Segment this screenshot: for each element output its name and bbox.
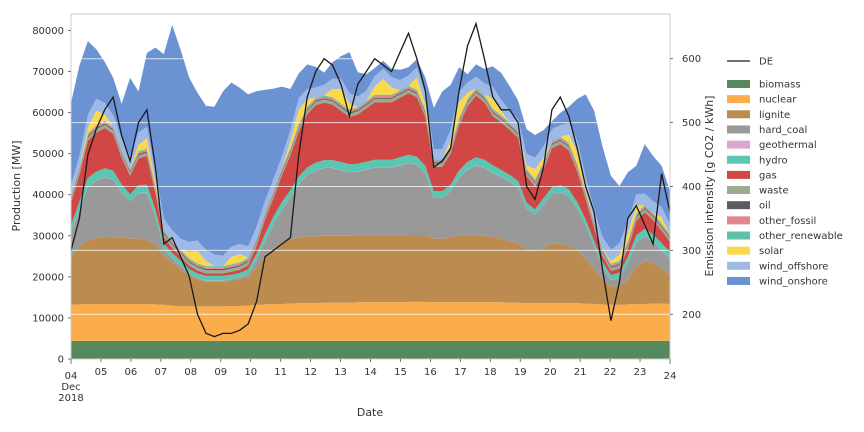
x-tick-label: 08 <box>184 367 197 378</box>
legend-label-waste: waste <box>759 186 789 197</box>
legend-swatch-other-fossil <box>727 216 750 225</box>
left-axis-ticks: 0 10000 20000 30000 40000 50000 60000 70000 8000… <box>32 26 71 366</box>
x-tick-label: 24 <box>664 371 677 382</box>
legend-swatch-gas <box>727 170 750 179</box>
right-tick-label: 500 <box>682 118 701 129</box>
legend-swatch-oil <box>727 201 750 210</box>
x-tick-label: 17 <box>454 367 467 378</box>
legend-label-other-renewable: other_renewable <box>759 231 843 242</box>
x-tick-label: 04 <box>65 371 78 382</box>
legend-swatch-hard-coal <box>727 125 750 134</box>
left-tick-label: 50000 <box>32 149 64 160</box>
legend-label-nuclear: nuclear <box>759 95 797 106</box>
legend-label-wind-onshore: wind_onshore <box>759 276 828 287</box>
x-tick-label: 09 <box>214 367 227 378</box>
legend-swatch-lignite <box>727 110 750 119</box>
right-tick-label: 200 <box>682 310 701 321</box>
legend-swatch-other-renewable <box>727 231 750 240</box>
x-tick-label: 22 <box>604 367 617 378</box>
x-tick-label: 11 <box>274 367 287 378</box>
x-tick-label: 07 <box>154 367 167 378</box>
legend-swatch-biomass <box>727 80 750 88</box>
legend-label-biomass: biomass <box>759 80 801 91</box>
area-biomass <box>71 340 670 359</box>
x-tick-label: 12 <box>304 367 317 378</box>
legend-label-hard-coal: hard_coal <box>759 125 807 136</box>
x-tick-month: Dec <box>61 382 80 393</box>
legend-label-other-fossil: other_fossil <box>759 216 816 227</box>
x-tick-label: 23 <box>634 367 647 378</box>
x-tick-label: 13 <box>334 367 347 378</box>
x-tick-label: 14 <box>364 367 377 378</box>
legend-label-solar: solar <box>759 246 784 257</box>
x-tick-label: 20 <box>544 367 557 378</box>
x-tick-label: 06 <box>125 367 138 378</box>
legend-label-de: DE <box>759 57 773 68</box>
left-tick-label: 80000 <box>32 26 64 37</box>
right-axis-ticks: 200 300 400 500 600 <box>670 54 701 321</box>
legend-label-hydro: hydro <box>759 155 788 166</box>
x-tick-year: 2018 <box>58 393 83 404</box>
left-tick-label: 0 <box>58 355 64 366</box>
legend-label-geothermal: geothermal <box>759 140 817 151</box>
x-tick-label: 21 <box>574 367 587 378</box>
legend-label-gas: gas <box>759 170 777 181</box>
area-lignite <box>71 235 670 307</box>
legend-label-wind-offshore: wind_offshore <box>759 261 828 272</box>
area-wind-onshore <box>71 25 670 256</box>
legend-label-oil: oil <box>759 201 771 212</box>
x-tick-label: 16 <box>424 367 437 378</box>
area-hard-coal <box>71 163 670 287</box>
legend-swatch-geothermal <box>727 140 750 149</box>
left-tick-label: 60000 <box>32 108 64 119</box>
stacked-areas <box>71 25 670 359</box>
x-tick-label: 15 <box>394 367 407 378</box>
legend-swatch-wind-onshore <box>727 276 750 285</box>
legend-swatch-nuclear <box>727 95 750 104</box>
right-tick-label: 600 <box>682 54 701 65</box>
legend: DE biomass nuclear lignite hard_coal geotherm… <box>727 57 843 287</box>
legend-swatch-hydro <box>727 155 750 164</box>
legend-swatch-wind-offshore <box>727 261 750 270</box>
left-axis-label: Production [MW] <box>10 141 23 232</box>
x-tick-label: 05 <box>95 367 108 378</box>
left-tick-label: 70000 <box>32 67 64 78</box>
left-tick-label: 40000 <box>32 190 64 201</box>
x-tick-label: 19 <box>514 367 527 378</box>
right-axis-label: Emission intensity [g CO2 / kWh] <box>703 96 716 277</box>
legend-swatch-waste <box>727 186 750 195</box>
left-tick-label: 10000 <box>32 313 64 324</box>
legend-swatch-solar <box>727 246 750 255</box>
series-line-de <box>70 21 671 338</box>
right-tick-label: 400 <box>682 182 701 193</box>
left-tick-label: 30000 <box>32 231 64 242</box>
x-axis-label: Date <box>357 406 384 419</box>
area-gas <box>71 93 670 276</box>
x-tick-label: 18 <box>484 367 497 378</box>
x-tick-label: 10 <box>244 367 257 378</box>
legend-label-lignite: lignite <box>759 110 790 121</box>
right-tick-label: 300 <box>682 246 701 257</box>
left-tick-label: 20000 <box>32 272 64 283</box>
area-nuclear <box>71 301 670 341</box>
